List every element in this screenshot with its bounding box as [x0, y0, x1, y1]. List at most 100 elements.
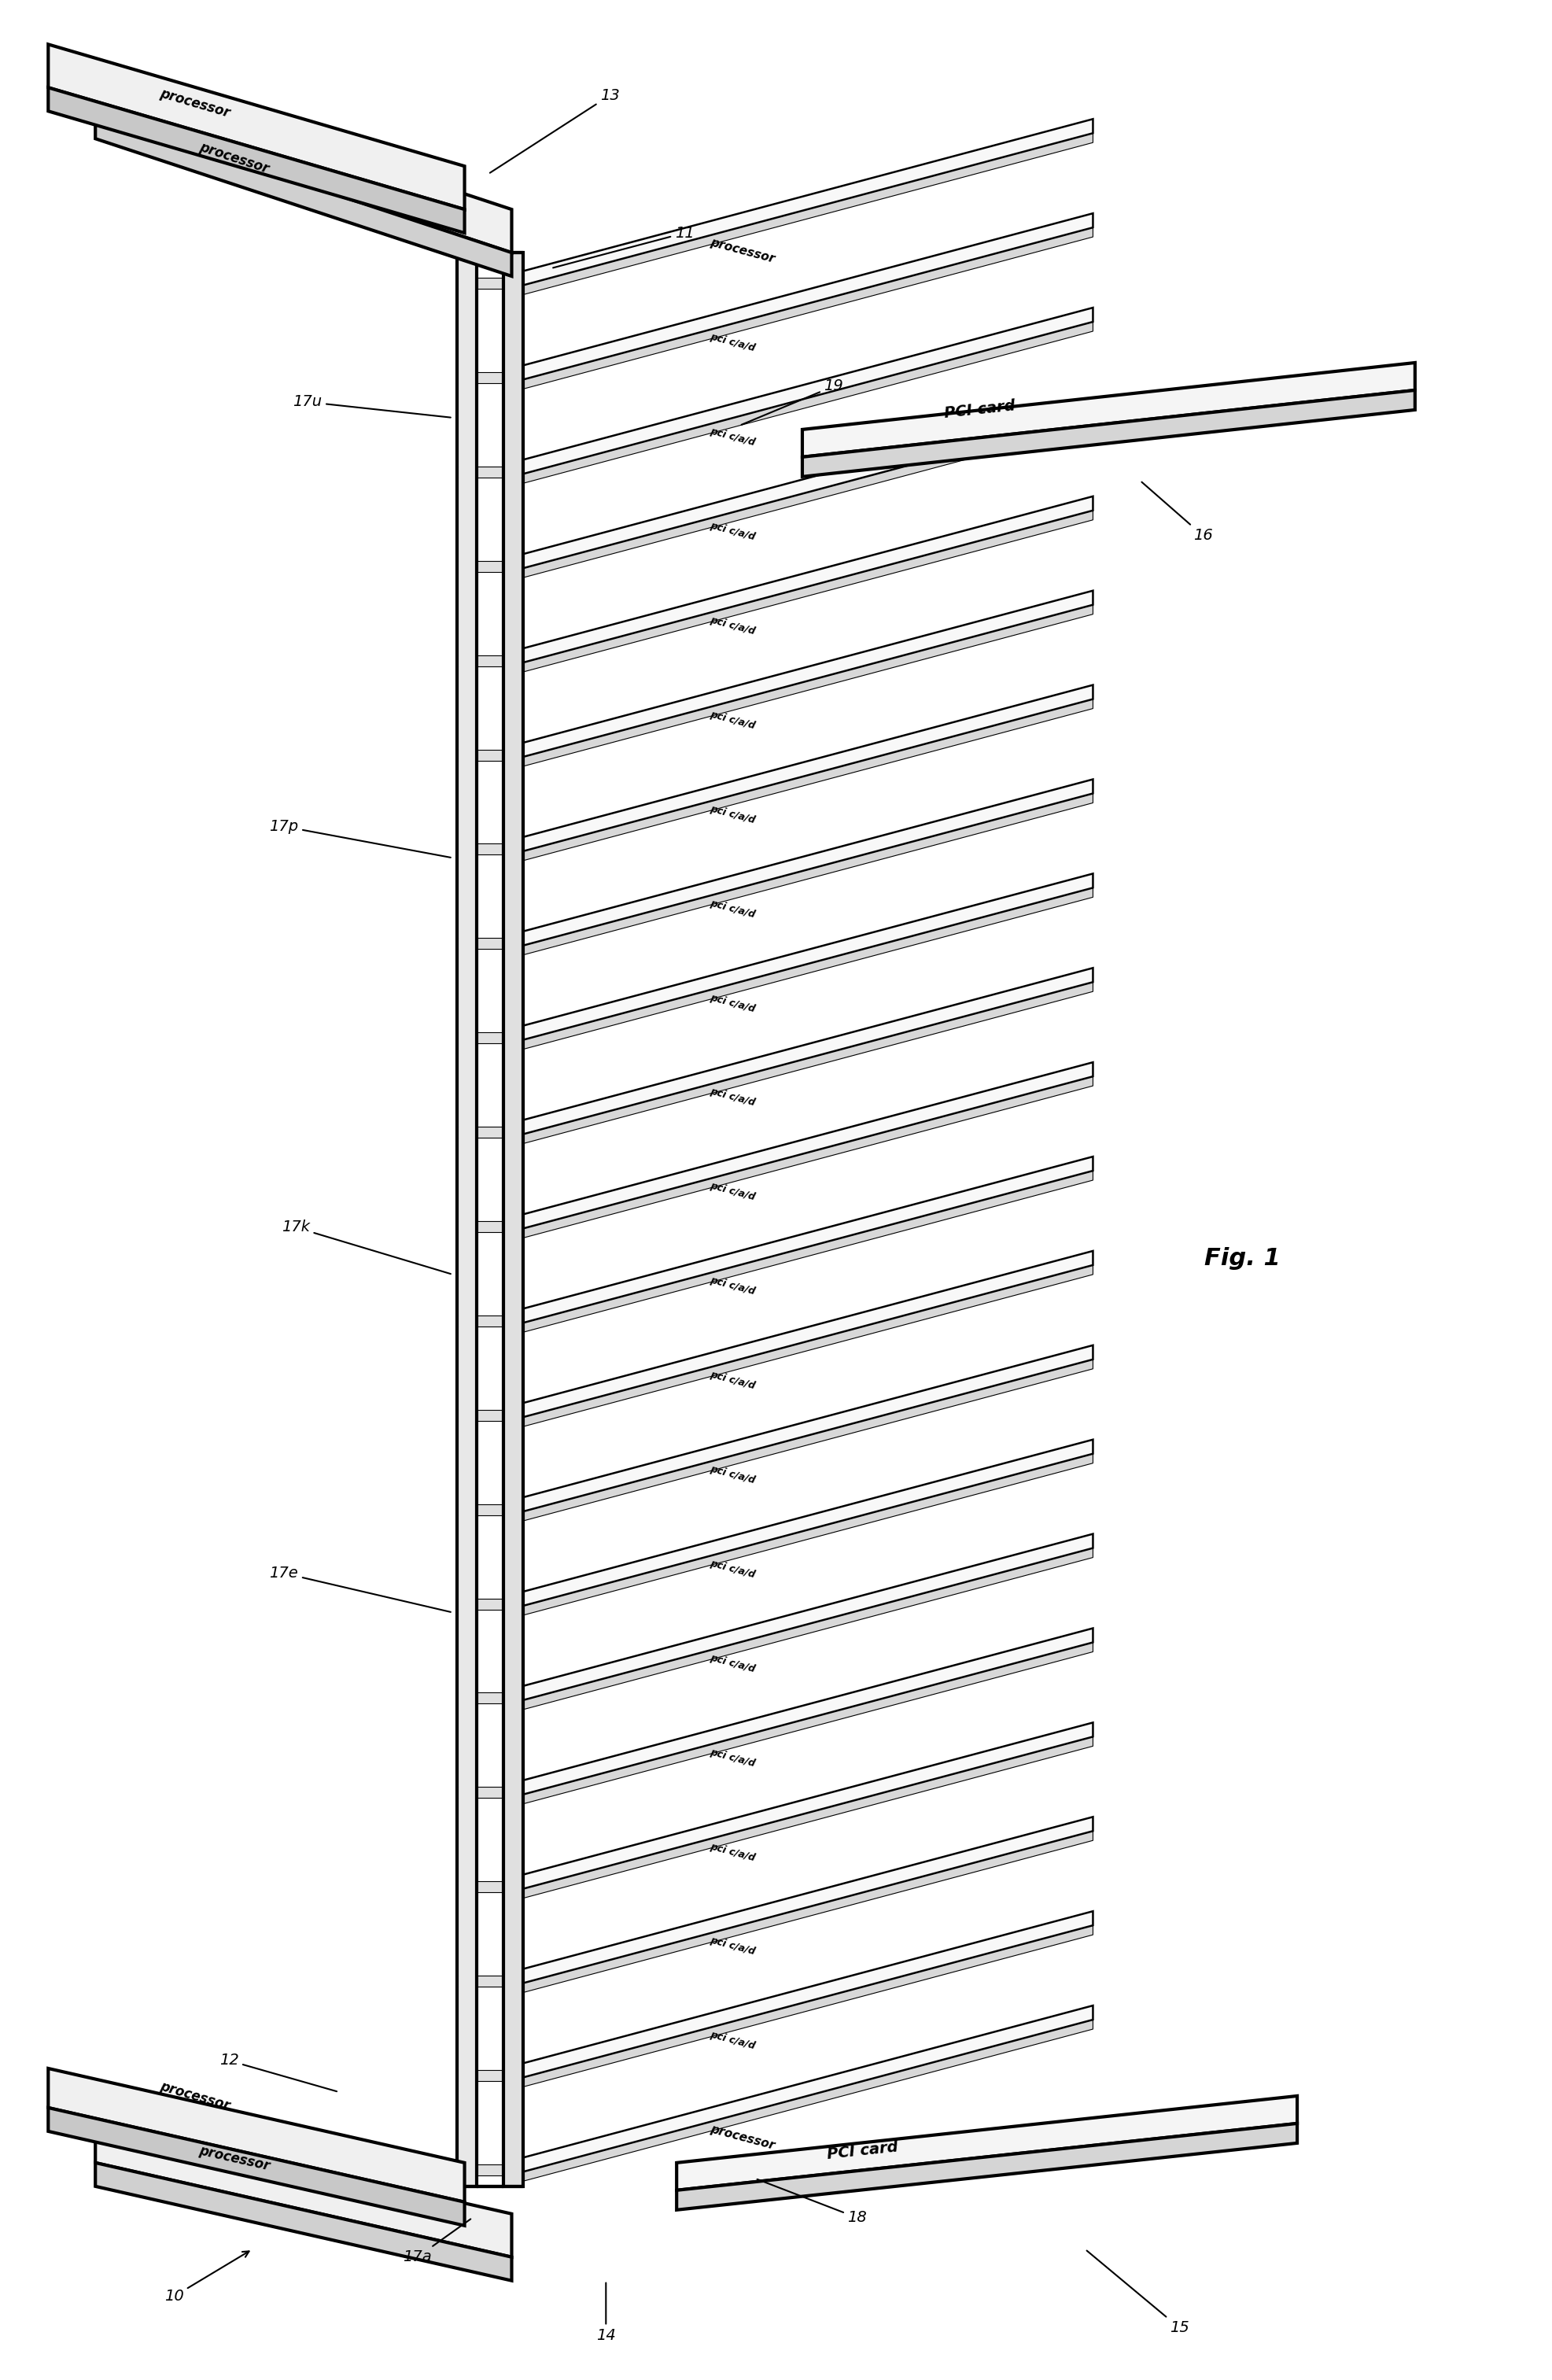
Polygon shape: [456, 252, 476, 2187]
Text: processor: processor: [709, 2123, 776, 2152]
Polygon shape: [504, 1252, 1093, 1423]
Polygon shape: [504, 969, 1093, 1140]
Text: pci c/a/d: pci c/a/d: [709, 1842, 756, 1864]
Polygon shape: [504, 497, 1093, 669]
Polygon shape: [504, 778, 1093, 950]
Polygon shape: [48, 45, 464, 209]
Polygon shape: [464, 1126, 504, 1138]
Text: 10: 10: [165, 2251, 248, 2304]
Polygon shape: [95, 71, 512, 252]
Polygon shape: [504, 888, 1093, 1054]
Text: pci c/a/d: pci c/a/d: [709, 1464, 756, 1485]
Polygon shape: [504, 1440, 1093, 1611]
Polygon shape: [464, 278, 504, 288]
Text: 17p: 17p: [270, 819, 450, 857]
Polygon shape: [95, 114, 512, 276]
Polygon shape: [48, 2109, 464, 2225]
Text: pci c/a/d: pci c/a/d: [709, 521, 756, 543]
Polygon shape: [504, 252, 523, 2187]
Polygon shape: [677, 2097, 1297, 2190]
Text: 17e: 17e: [270, 1566, 450, 1611]
Polygon shape: [504, 983, 1093, 1150]
Text: processor: processor: [158, 86, 231, 121]
Text: 15: 15: [1086, 2251, 1189, 2335]
Polygon shape: [504, 321, 1093, 488]
Text: 19: 19: [742, 378, 843, 424]
Text: 14: 14: [596, 2282, 616, 2344]
Text: 16: 16: [1142, 483, 1212, 543]
Text: pci c/a/d: pci c/a/d: [709, 992, 756, 1014]
Polygon shape: [504, 307, 1093, 478]
Polygon shape: [464, 655, 504, 666]
Polygon shape: [464, 2071, 504, 2080]
Text: 13: 13: [490, 88, 619, 174]
Polygon shape: [464, 371, 504, 383]
Text: processor: processor: [709, 236, 776, 264]
Polygon shape: [504, 1911, 1093, 2082]
Polygon shape: [464, 466, 504, 478]
Polygon shape: [464, 2163, 504, 2175]
Text: pci c/a/d: pci c/a/d: [709, 1935, 756, 1956]
Polygon shape: [504, 1830, 1093, 1997]
Polygon shape: [504, 1628, 1093, 1799]
Polygon shape: [504, 793, 1093, 959]
Polygon shape: [504, 685, 1093, 857]
Polygon shape: [464, 938, 504, 950]
Text: pci c/a/d: pci c/a/d: [709, 1652, 756, 1673]
Polygon shape: [464, 1880, 504, 1892]
Polygon shape: [504, 590, 1093, 762]
Text: pci c/a/d: pci c/a/d: [709, 1559, 756, 1580]
Polygon shape: [504, 416, 1093, 583]
Polygon shape: [504, 1345, 1093, 1516]
Polygon shape: [504, 133, 1093, 300]
Polygon shape: [95, 2121, 512, 2256]
Polygon shape: [504, 1076, 1093, 1242]
Polygon shape: [504, 1266, 1093, 1433]
Text: pci c/a/d: pci c/a/d: [709, 426, 756, 447]
Polygon shape: [504, 214, 1093, 386]
Polygon shape: [464, 1409, 504, 1421]
Text: 11: 11: [553, 226, 694, 269]
Polygon shape: [504, 1171, 1093, 1338]
Text: 17u: 17u: [293, 395, 450, 416]
Text: pci c/a/d: pci c/a/d: [709, 1180, 756, 1202]
Polygon shape: [48, 88, 464, 233]
Polygon shape: [464, 562, 504, 571]
Polygon shape: [504, 1061, 1093, 1233]
Polygon shape: [504, 1816, 1093, 1987]
Text: pci c/a/d: pci c/a/d: [709, 709, 756, 731]
Text: pci c/a/d: pci c/a/d: [709, 1747, 756, 1768]
Text: pci c/a/d: pci c/a/d: [709, 2030, 756, 2052]
Polygon shape: [504, 119, 1093, 290]
Polygon shape: [504, 1547, 1093, 1714]
Text: processor: processor: [197, 2144, 272, 2173]
Polygon shape: [802, 390, 1415, 476]
Polygon shape: [95, 2163, 512, 2280]
Text: 18: 18: [757, 2180, 868, 2225]
Text: pci c/a/d: pci c/a/d: [709, 804, 756, 826]
Text: processor: processor: [197, 140, 270, 176]
Polygon shape: [504, 1925, 1093, 2092]
Polygon shape: [504, 605, 1093, 771]
Polygon shape: [504, 700, 1093, 866]
Polygon shape: [48, 2068, 464, 2202]
Text: 12: 12: [219, 2054, 337, 2092]
Text: pci c/a/d: pci c/a/d: [709, 1368, 756, 1392]
Text: pci c/a/d: pci c/a/d: [709, 614, 756, 635]
Polygon shape: [504, 2021, 1093, 2187]
Polygon shape: [504, 1737, 1093, 1904]
Polygon shape: [464, 1033, 504, 1042]
Text: 17k: 17k: [281, 1221, 450, 1273]
Polygon shape: [504, 1642, 1093, 1809]
Text: processor: processor: [158, 2080, 231, 2113]
Text: pci c/a/d: pci c/a/d: [709, 331, 756, 355]
Polygon shape: [464, 750, 504, 762]
Polygon shape: [802, 362, 1415, 457]
Text: pci c/a/d: pci c/a/d: [709, 1276, 756, 1297]
Text: PCI card: PCI card: [826, 2140, 899, 2161]
Polygon shape: [504, 402, 1093, 574]
Text: pci c/a/d: pci c/a/d: [709, 1085, 756, 1109]
Polygon shape: [677, 2123, 1297, 2211]
Polygon shape: [504, 228, 1093, 395]
Polygon shape: [504, 1723, 1093, 1894]
